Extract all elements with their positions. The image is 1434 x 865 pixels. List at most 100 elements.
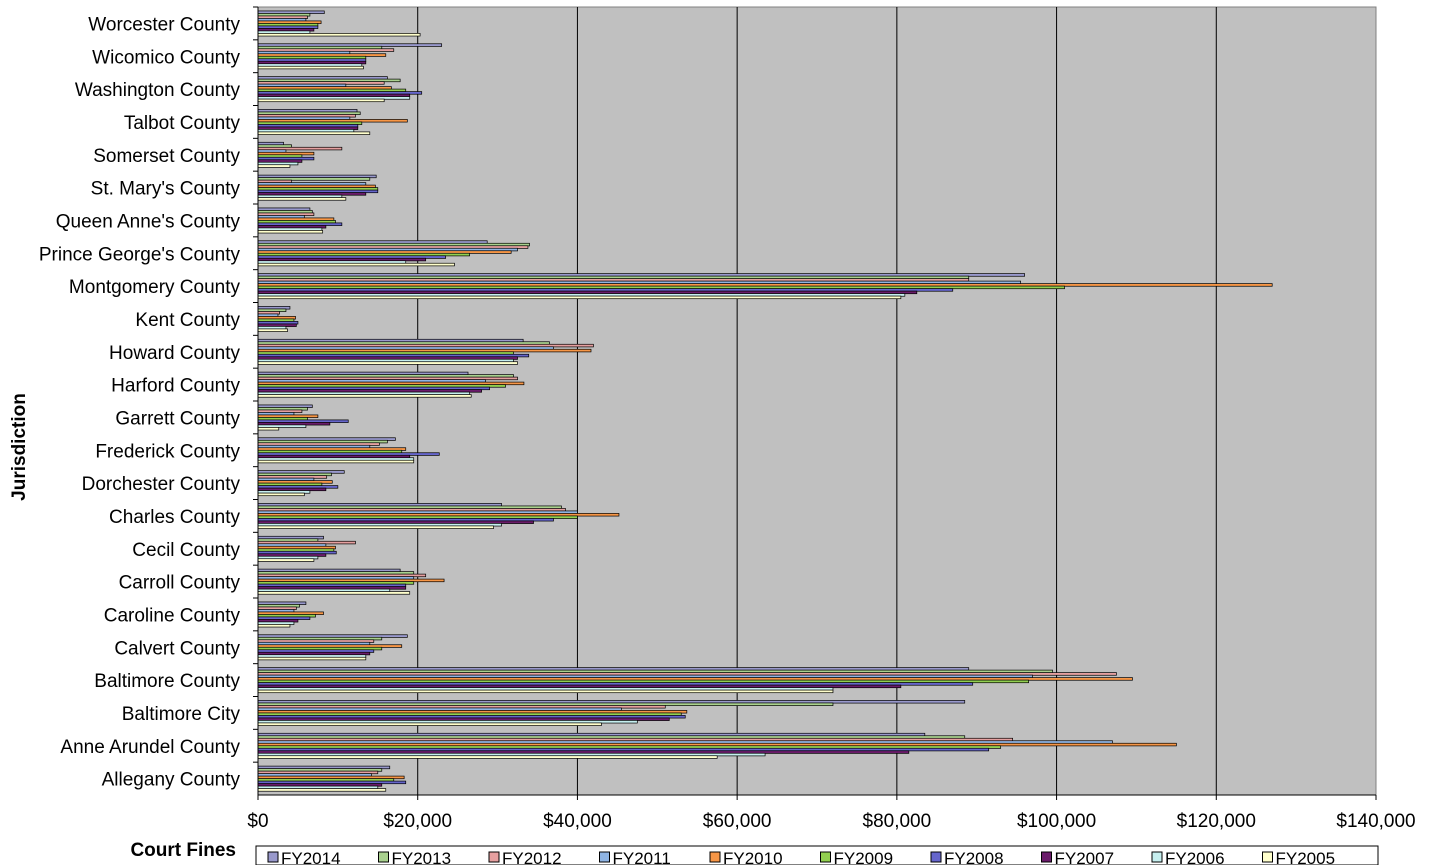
x-tick-label: $20,000 (383, 811, 452, 832)
category-label-calvert-county: Calvert County (114, 638, 240, 659)
bar-prince-george-s-county-fy2005 (257, 262, 455, 267)
legend-swatch (1151, 851, 1163, 863)
legend-box (255, 845, 1379, 865)
category-label-allegany-county: Allegany County (102, 770, 241, 791)
category-label-carroll-county: Carroll County (119, 573, 241, 594)
legend-swatch (1262, 851, 1273, 863)
legend-label: FY2010 (723, 849, 783, 865)
bar-group-charles-county (257, 503, 620, 529)
legend-label: FY2005 (1276, 849, 1336, 865)
legend-item-fy2006: FY2006 (1151, 849, 1225, 865)
bar-charles-county-fy2005 (257, 525, 494, 529)
legend-item-fy2009: FY2009 (820, 849, 894, 865)
bar-queen-anne-s-county-fy2005 (257, 230, 324, 234)
legend-item-fy2013: FY2013 (378, 849, 452, 865)
bar-st-mary-s-county-fy2005 (257, 197, 347, 201)
category-label-talbot-county: Talbot County (124, 113, 241, 134)
plot-area (257, 6, 1377, 796)
legend-label: FY2012 (502, 849, 562, 865)
category-label-somerset-county: Somerset County (93, 146, 240, 167)
bar-frederick-county-fy2005 (257, 459, 415, 464)
category-labels: Allegany County Anne Arundel County Baltim… (39, 6, 258, 791)
bar-washington-county-fy2005 (257, 98, 385, 103)
legend-item-fy2005: FY2005 (1262, 849, 1336, 865)
legend-label: FY2011 (613, 849, 671, 865)
bar-group-harford-county (257, 371, 525, 398)
category-label-anne-arundel-county: Anne Arundel County (60, 737, 240, 758)
x-tick-label: $120,000 (1177, 811, 1256, 832)
bar-allegany-county-fy2005 (257, 788, 387, 792)
bar-baltimore-county-fy2005 (257, 689, 834, 694)
legend-item-fy2011: FY2011 (599, 849, 671, 865)
category-label-worcester-county: Worcester County (88, 14, 240, 35)
legend-label: FY2006 (1165, 849, 1225, 865)
bar-anne-arundel-county-fy2005 (257, 755, 718, 759)
category-label-howard-county: Howard County (109, 343, 240, 364)
bar-baltimore-city-fy2005 (257, 722, 602, 726)
category-label-st-mary-s-county: St. Mary's County (91, 179, 241, 200)
category-label-wicomico-county: Wicomico County (92, 47, 240, 68)
category-label-dorchester-county: Dorchester County (82, 474, 241, 495)
bar-harford-county-fy2005 (257, 394, 472, 398)
category-label-baltimore-city: Baltimore City (122, 704, 241, 725)
category-label-queen-anne-s-county: Queen Anne's County (56, 211, 241, 232)
category-label-charles-county: Charles County (109, 507, 240, 528)
bar-group-montgomery-county (257, 273, 1273, 300)
category-label-cecil-county: Cecil County (132, 540, 240, 561)
bar-garrett-county-fy2005 (257, 427, 280, 431)
legend-item-fy2014: FY2014 (267, 849, 341, 865)
x-tick-label: $60,000 (703, 811, 772, 832)
legend-label: FY2014 (281, 849, 341, 865)
bar-group-caroline-county (257, 601, 324, 628)
bar-howard-county-fy2005 (257, 361, 518, 365)
bar-dorchester-county-fy2005 (257, 492, 305, 497)
bar-group-washington-county (257, 76, 423, 103)
legend-swatch (599, 851, 610, 863)
bar-worcester-county-fy2005 (257, 33, 421, 37)
bar-talbot-county-fy2005 (257, 131, 371, 135)
x-tick-label: $0 (247, 811, 268, 832)
category-label-montgomery-county: Montgomery County (69, 277, 241, 298)
bar-wicomico-county-fy2005 (257, 65, 364, 70)
x-tick-label: $100,000 (1017, 811, 1096, 832)
legend-swatch (378, 851, 389, 863)
legend-swatch (267, 851, 279, 863)
bar-caroline-county-fy2005 (257, 624, 291, 628)
legend-item-fy2008: FY2008 (930, 849, 1004, 865)
category-label-baltimore-county: Baltimore County (94, 671, 240, 692)
legend-swatch (488, 851, 500, 863)
bars (257, 10, 1273, 792)
bar-calvert-county-fy2005 (257, 656, 367, 661)
category-label-frederick-county: Frederick County (95, 441, 240, 462)
bar-montgomery-county-fy2005 (257, 295, 902, 300)
bar-group-baltimore-city (257, 700, 966, 726)
bar-kent-county-fy2005 (257, 328, 288, 332)
legend-item-fy2012: FY2012 (488, 849, 562, 865)
bar-group-wicomico-county (257, 43, 443, 70)
bar-group-st-mary-s-county (257, 174, 379, 201)
bar-group-worcester-county (257, 10, 421, 37)
x-tick-labels: $0 $20,000 $40,000 $60,000 $80,000 $100,000 $1… (247, 795, 1416, 832)
category-label-kent-county: Kent County (135, 310, 240, 331)
legend-swatch (930, 851, 942, 863)
bar-cecil-county-fy2005 (257, 558, 315, 562)
category-label-prince-george-s-county: Prince George's County (39, 244, 241, 265)
bar-group-anne-arundel-county (257, 732, 1177, 759)
legend-swatch (709, 851, 721, 863)
bar-group-queen-anne-s-county (257, 207, 343, 234)
category-label-washington-county: Washington County (75, 80, 241, 101)
legend-label: FY2007 (1055, 849, 1115, 865)
legend-swatch (820, 851, 831, 863)
bar-carroll-county-fy2005 (257, 591, 411, 595)
legend-label: FY2009 (834, 849, 894, 865)
category-label-harford-county: Harford County (111, 376, 240, 397)
legend-label: FY2013 (392, 849, 452, 865)
legend-swatch (1041, 851, 1052, 863)
bar-somerset-county-fy2005 (257, 164, 291, 168)
x-tick-label: $80,000 (863, 811, 932, 832)
bar-group-baltimore-county (257, 667, 1133, 694)
x-tick-label: $140,000 (1336, 811, 1415, 832)
legend-item-fy2007: FY2007 (1041, 849, 1115, 865)
gridlines (417, 7, 1217, 795)
